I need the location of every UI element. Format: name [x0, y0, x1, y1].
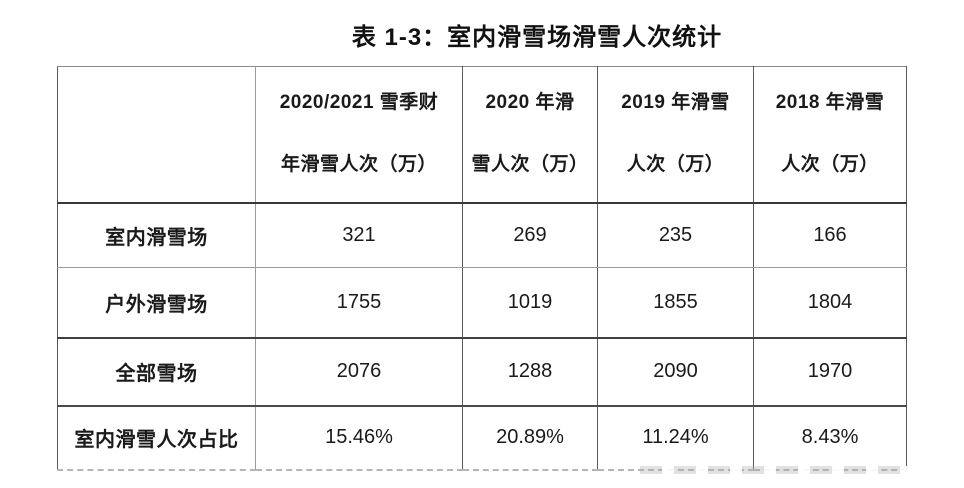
- header-cell-content: 2019 年滑雪 人次（万）: [599, 91, 753, 176]
- table-cell: 269: [462, 202, 598, 268]
- table-title: 表 1-3：室内滑雪场滑雪人次统计: [351, 24, 723, 51]
- header-line-1: 2019 年滑雪: [621, 91, 730, 113]
- table-cell: 1288: [462, 337, 598, 407]
- table-cell: 8.43%: [753, 405, 907, 471]
- header-row: 2020/2021 雪季财 年滑雪人次（万） 2020 年滑 雪人次（万） 20…: [57, 66, 907, 204]
- table-cell: 20.89%: [462, 405, 598, 471]
- header-line-2: 人次（万）: [626, 153, 725, 175]
- header-line-1: 2020/2021 雪季财: [279, 91, 439, 113]
- header-cell-content: 2018 年滑雪 人次（万）: [755, 91, 906, 176]
- row-label: 户外滑雪场: [57, 267, 256, 339]
- table-row-indoor: 室内滑雪场 321 269 235 166: [57, 202, 907, 268]
- table-cell: 2090: [597, 337, 754, 407]
- table-cell: 321: [255, 202, 463, 268]
- header-cell-2018: 2018 年滑雪 人次（万）: [753, 66, 907, 204]
- header-cell-empty: [57, 66, 256, 204]
- table-row-indoor-share: 室内滑雪人次占比 15.46% 20.89% 11.24% 8.43%: [57, 405, 907, 471]
- table-cell: 15.46%: [255, 405, 463, 471]
- table-cell: 166: [753, 202, 907, 268]
- header-line-1: 2018 年滑雪: [775, 91, 885, 113]
- header-cell-content: 2020 年滑 雪人次（万）: [464, 91, 597, 176]
- table-cell: 1804: [753, 267, 907, 339]
- table-cell: 1855: [597, 267, 754, 339]
- header-line-2: 人次（万）: [781, 153, 879, 175]
- table-cell: 1019: [462, 267, 598, 339]
- table-cell: 235: [597, 202, 754, 268]
- header-line-1: 2020 年滑: [485, 91, 575, 113]
- header-cell-2019: 2019 年滑雪 人次（万）: [597, 66, 754, 204]
- table-cell: 2076: [255, 337, 463, 407]
- table-cell: 1970: [753, 337, 907, 407]
- row-label: 全部雪场: [57, 337, 256, 407]
- table-row-outdoor: 户外滑雪场 1755 1019 1855 1804: [57, 267, 907, 339]
- header-line-2: 雪人次（万）: [471, 153, 589, 175]
- table-row-total: 全部雪场 2076 1288 2090 1970: [57, 337, 907, 407]
- table-cell: 11.24%: [597, 405, 754, 471]
- header-cell-2020: 2020 年滑 雪人次（万）: [462, 66, 598, 204]
- table-cell: 1755: [255, 267, 463, 339]
- header-cell-content: 2020/2021 雪季财 年滑雪人次（万）: [257, 91, 462, 176]
- ski-visits-table: 2020/2021 雪季财 年滑雪人次（万） 2020 年滑 雪人次（万） 20…: [57, 66, 907, 471]
- header-line-2: 年滑雪人次（万）: [280, 153, 437, 175]
- row-label: 室内滑雪人次占比: [57, 405, 256, 471]
- row-label: 室内滑雪场: [57, 202, 256, 268]
- header-cell-season-2020-2021: 2020/2021 雪季财 年滑雪人次（万）: [255, 66, 463, 204]
